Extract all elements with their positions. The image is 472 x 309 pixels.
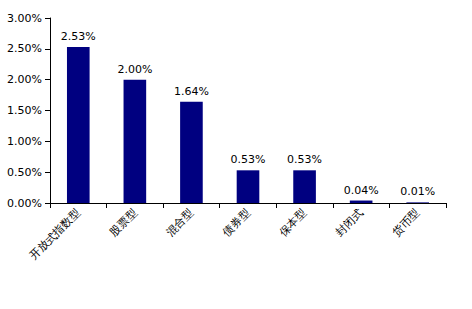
- svg-text:2.00%: 2.00%: [7, 73, 42, 86]
- svg-text:保本型: 保本型: [277, 206, 310, 239]
- svg-text:混合型: 混合型: [163, 206, 196, 239]
- svg-text:0.50%: 0.50%: [7, 166, 42, 179]
- svg-text:1.64%: 1.64%: [174, 85, 209, 98]
- svg-text:0.53%: 0.53%: [287, 153, 322, 166]
- svg-text:封闭式: 封闭式: [333, 206, 366, 239]
- svg-text:1.00%: 1.00%: [7, 135, 42, 148]
- svg-text:2.53%: 2.53%: [61, 30, 96, 43]
- svg-text:开放式指数型: 开放式指数型: [27, 206, 83, 262]
- svg-text:债券型: 债券型: [220, 206, 253, 239]
- svg-text:货币型: 货币型: [390, 206, 423, 239]
- svg-text:3.00%: 3.00%: [7, 12, 42, 25]
- svg-text:1.50%: 1.50%: [7, 104, 42, 117]
- svg-text:2.00%: 2.00%: [117, 63, 152, 76]
- svg-text:2.50%: 2.50%: [7, 42, 42, 55]
- svg-text:0.00%: 0.00%: [7, 197, 42, 210]
- svg-text:0.01%: 0.01%: [400, 185, 435, 198]
- svg-text:股票型: 股票型: [107, 206, 140, 239]
- svg-text:0.53%: 0.53%: [231, 153, 266, 166]
- svg-text:0.04%: 0.04%: [344, 184, 379, 197]
